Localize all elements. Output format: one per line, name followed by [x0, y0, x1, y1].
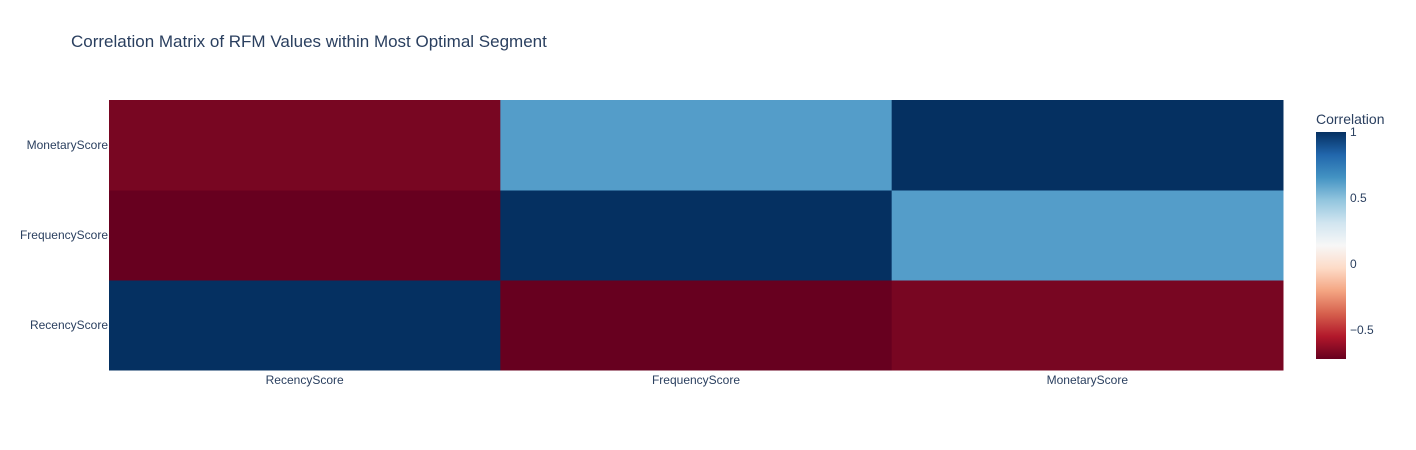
colorbar-tick-label: 0.5 [1350, 191, 1367, 205]
colorbar-gradient [1316, 132, 1346, 359]
x-tick-label: RecencyScore [266, 373, 344, 387]
y-axis-tick-labels: RecencyScore FrequencyScore MonetaryScore [20, 138, 108, 332]
y-tick-label: FrequencyScore [20, 228, 108, 242]
heatmap-cells [109, 100, 1284, 371]
heatmap-cell-FrequencyScore-RecencyScore [109, 190, 501, 281]
colorbar-title: Correlation [1316, 111, 1384, 127]
heatmap-cell-FrequencyScore-FrequencyScore [500, 190, 893, 281]
colorbar-tick-label: 1 [1350, 125, 1357, 139]
heatmap-cell-MonetaryScore-RecencyScore [109, 100, 501, 191]
heatmap-cell-RecencyScore-RecencyScore [109, 280, 501, 371]
y-tick-label: MonetaryScore [27, 138, 109, 152]
heatmap-cell-MonetaryScore-MonetaryScore [891, 100, 1284, 191]
chart-title: Correlation Matrix of RFM Values within … [71, 32, 547, 51]
heatmap-cell-FrequencyScore-MonetaryScore [891, 190, 1284, 281]
x-tick-label: FrequencyScore [652, 373, 740, 387]
heatmap-cell-RecencyScore-FrequencyScore [500, 280, 893, 371]
x-axis-tick-labels: RecencyScore FrequencyScore MonetaryScore [266, 373, 1129, 387]
heatmap-cell-RecencyScore-MonetaryScore [891, 280, 1284, 371]
x-tick-label: MonetaryScore [1047, 373, 1129, 387]
heatmap-cell-MonetaryScore-FrequencyScore [500, 100, 893, 191]
y-tick-label: RecencyScore [30, 318, 108, 332]
colorbar-tick-label: −0.5 [1350, 323, 1374, 337]
colorbar-tick-label: 0 [1350, 257, 1357, 271]
